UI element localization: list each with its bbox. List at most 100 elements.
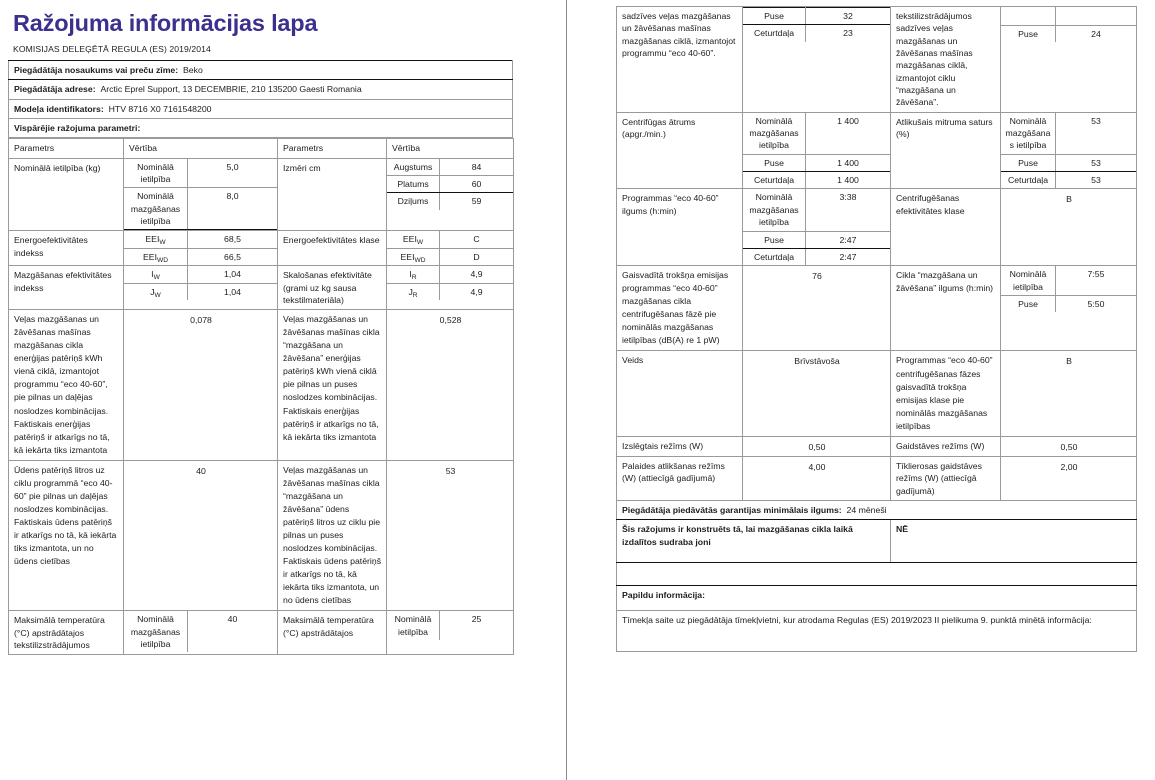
table-row: Centrifūgas ātrums (apgr./min.) Nominālā… <box>616 111 1137 190</box>
sub-label: Puse <box>743 6 806 26</box>
sub-value: D <box>473 251 480 262</box>
right-page-column: sadzīves veļas mazgāšanas un žāvēšanas m… <box>616 0 1137 653</box>
sub-label: Nominālā ietilpība <box>124 158 188 189</box>
sub-label: Nominālā mazgāšanas ietilpība <box>124 611 188 653</box>
sub-label: Nominālā mazgāšanas ietilpība <box>1001 112 1056 155</box>
param-type: Veids <box>616 350 743 437</box>
value-wash-water-consumption: 40 <box>122 459 279 612</box>
sub-label: Nominālā ietilpība <box>1001 266 1056 296</box>
table-row: Maksimālā temperatūra (°C) apstrādātajos… <box>8 610 515 656</box>
sub-value: 23 <box>843 28 853 39</box>
value-max-temperature-continued: Puse 32 Ceturtdaļa 23 <box>742 6 891 113</box>
supplier-address-cell: Piegādātāja adrese: Arctic Eprel Support… <box>8 79 513 100</box>
value-washing-efficiency-index: IW 1,04 JW 1,04 <box>122 265 279 311</box>
supplier-info-table: Piegādātāja nosaukums vai preču zīme: Be… <box>8 60 513 139</box>
value-energy-efficiency-class: EEIW C EEIWD D <box>386 230 515 267</box>
sub-label: Nominālā ietilpība <box>387 611 441 640</box>
param-noise-emission-class: Programmas “eco 40-60” centrifugēšanas f… <box>890 350 1001 437</box>
page-title: Ražojuma informācijas lapa <box>13 10 318 36</box>
sub-value: 68,5 <box>187 231 278 249</box>
header-parametrs-1: Parametrs <box>8 138 124 159</box>
header-vertiba-1: Vērtība <box>122 138 279 159</box>
table-row: Izslēgtais režīms (W) 0,50 Gaidstāves re… <box>616 435 1137 458</box>
table-row: sadzīves veļas mazgāšanas un žāvēšanas m… <box>616 6 1137 113</box>
value-delay-start-mode: 4,00 <box>742 456 891 502</box>
table-row: Mazgāšanas efektivitātes indekss IW 1,04… <box>8 265 515 311</box>
value-wash-energy-consumption: 0,078 <box>122 309 279 461</box>
param-washing-efficiency-index: Mazgāšanas efektivitātes indekss <box>8 265 124 311</box>
general-parameters-row: Vispārējie ražojuma parametri: <box>8 118 513 139</box>
page-divider <box>566 0 567 780</box>
spacer-row <box>616 562 1137 587</box>
param-wash-water-consumption: Ūdens patēriņš litros uz ciklu programmā… <box>8 459 124 612</box>
sub-value: 4,9 <box>439 266 514 284</box>
value-rinsing-effectiveness: IR 4,9 JR 4,9 <box>386 265 515 311</box>
param-spin-speed: Centrifūgas ātrums (apgr./min.) <box>616 111 743 190</box>
supplier-address-row: Piegādātāja adrese: Arctic Eprel Support… <box>8 79 513 100</box>
value-spin-speed: Nominālā mazgāšanas ietilpība 1 400 Puse… <box>742 111 891 190</box>
supplier-name-row: Piegādātāja nosaukums vai preču zīme: Be… <box>8 60 513 81</box>
value-max-temperature-wash: Nominālā mazgāšanas ietilpība 40 <box>122 610 279 656</box>
value-type: Brīvstāvoša <box>742 350 891 437</box>
sub-value: 5,0 <box>187 158 278 189</box>
value-noise-emission-class: B <box>1000 350 1137 437</box>
sub-label <box>1001 7 1056 26</box>
table-row: Energoefektivitātes indekss EEIW 68,5 EE… <box>8 230 515 267</box>
sub-value: 7:55 <box>1055 266 1136 296</box>
param-energy-efficiency-index: Energoefektivitātes indekss <box>8 230 124 267</box>
additional-info-row: Papildu informācija: <box>616 585 1137 612</box>
value-dimensions: Augstums 84 Platums 60 Dziļums 59 <box>386 157 515 232</box>
sub-label: Puse <box>743 153 806 173</box>
table-row: Veļas mazgāšanas un žāvēšanas mašīnas ma… <box>8 309 515 461</box>
supplier-name-cell: Piegādātāja nosaukums vai preču zīme: Be… <box>8 60 513 81</box>
weblink-text: Tīmekļa saite uz piegādātāja tīmekļvietn… <box>616 610 1137 653</box>
sub-label: EEIWD <box>387 248 441 266</box>
param-networked-standby-mode: Tīklierosas gaidstāves režīms (W) (attie… <box>890 456 1001 502</box>
sub-value: 24 <box>1091 29 1101 39</box>
value-max-temperature-washdry: Nominālā ietilpība 25 <box>386 610 515 656</box>
sub-label: Augstums <box>387 158 441 177</box>
sub-value: 1 400 <box>837 175 859 186</box>
param-dimensions: Izmēri cm <box>277 157 388 232</box>
sub-label: IW <box>124 266 188 284</box>
value-networked-standby-mode: 2,00 <box>1000 456 1137 502</box>
sub-label: Puse <box>1001 153 1056 173</box>
param-washdry-energy-consumption: Veļas mazgāšanas un žāvēšanas mašīnas ci… <box>277 309 388 461</box>
sub-label: Nominālā mazgāšanas ietilpība <box>743 189 806 232</box>
value-residual-moisture: Nominālā mazgāšanas ietilpība 53 Puse 53… <box>1000 111 1137 190</box>
sub-value: 1 400 <box>805 112 890 155</box>
sub-value: 60 <box>439 175 514 194</box>
table-row: Veids Brīvstāvoša Programmas “eco 40-60”… <box>616 350 1137 437</box>
param-nominal-capacity: Nominālā ietilpība (kg) <box>8 157 124 232</box>
header-vertiba-2: Vērtība <box>386 138 515 159</box>
param-max-temperature-continued: sadzīves veļas mazgāšanas un žāvēšanas m… <box>616 6 743 113</box>
sub-label: EEIWD <box>124 248 188 266</box>
sub-label: EEIW <box>387 231 441 249</box>
value-off-mode: 0,50 <box>742 435 891 458</box>
table-row: Nominālā ietilpība (kg) Nominālā ietilpī… <box>8 157 515 232</box>
model-identifier-value: HTV 8716 X0 7161548200 <box>108 103 212 114</box>
sub-value: 25 <box>471 614 482 625</box>
param-standby-mode: Gaidstāves režīms (W) <box>890 435 1001 458</box>
sub-label: Ceturtdaļa <box>743 171 806 189</box>
silver-ion-row: Šis ražojums ir konstruēts tā, lai mazgā… <box>616 519 1137 564</box>
sub-label: Puse <box>743 230 806 249</box>
sub-label: Puse <box>1001 25 1056 43</box>
warranty-row: Piegādātāja piedāvātās garantijas minimā… <box>616 500 1137 521</box>
sub-value: 84 <box>439 158 514 177</box>
model-identifier-row: Modeļa identifikators: HTV 8716 X0 71615… <box>8 98 513 120</box>
left-parameters-table: Parametrs Vērtība Parametrs Vērtība Nomi… <box>8 138 515 656</box>
general-parameters-label: Vispārējie ražojuma parametri: <box>8 118 513 139</box>
param-washdry-cycle-duration: Cikla “mazgāšana un žāvēšana” ilgums (h:… <box>890 265 1001 352</box>
sub-value: 59 <box>471 196 482 207</box>
warranty-label: Piegādātāja piedāvātās garantijas minimā… <box>622 505 842 516</box>
param-max-temperature-washdry-continued: tekstilizstrādājumos sadzīves veļas mazg… <box>890 6 1001 113</box>
model-identifier-cell: Modeļa identifikators: HTV 8716 X0 71615… <box>8 98 513 120</box>
warranty-cell: Piegādātāja piedāvātās garantijas minimā… <box>616 500 1137 521</box>
value-energy-efficiency-index: EEIW 68,5 EEIWD 66,5 <box>122 230 279 267</box>
param-rinsing-effectiveness: Skalošanas efektivitāte (grami uz kg sau… <box>277 265 388 311</box>
param-energy-efficiency-class: Energoefektivitātes klase <box>277 230 388 267</box>
sub-value: 4,9 <box>470 286 483 297</box>
sub-value <box>1055 7 1136 26</box>
param-max-temperature-washdry: Maksimālā temperatūra (°C) apstrādātajos <box>277 610 388 656</box>
